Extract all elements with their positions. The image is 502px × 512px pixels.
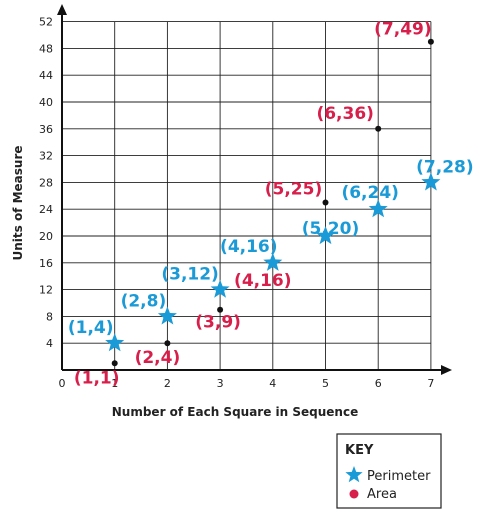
grid — [62, 21, 432, 370]
data-marks — [105, 38, 441, 367]
area-point — [111, 360, 118, 367]
x-tick-label: 2 — [164, 377, 171, 390]
perimeter-data-label: (5,20) — [302, 219, 359, 239]
area-point — [427, 38, 434, 45]
y-tick-label: 16 — [39, 257, 53, 270]
y-tick-label: 24 — [39, 203, 53, 216]
perimeter-data-label: (3,12) — [161, 265, 218, 285]
y-tick-label: 20 — [39, 230, 53, 243]
y-tick-label: 40 — [39, 96, 53, 109]
legend-star-icon — [345, 466, 363, 483]
x-tick-label: 3 — [217, 377, 224, 390]
x-axis-title: Number of Each Square in Sequence — [112, 405, 358, 419]
y-tick-label: 28 — [39, 176, 53, 189]
perimeter-data-label: (1,4) — [68, 318, 114, 338]
x-axis-arrow-icon — [441, 365, 452, 375]
area-data-label: (5,25) — [265, 180, 322, 200]
perimeter-star-icon — [105, 333, 125, 352]
y-tick-label: 36 — [39, 123, 53, 136]
legend-area-label: Area — [367, 487, 397, 502]
y-axis-arrow-icon — [57, 4, 67, 15]
area-point — [375, 125, 382, 132]
perimeter-data-label: (4,16) — [220, 237, 277, 257]
perimeter-data-label: (2,8) — [121, 291, 167, 311]
legend-title: KEY — [345, 443, 374, 458]
area-point — [322, 199, 329, 206]
perimeter-data-label: (7,28) — [416, 157, 473, 177]
area-data-label: (1,1) — [74, 368, 120, 388]
perimeter-star-icon — [157, 306, 177, 325]
perimeter-star-icon — [263, 252, 283, 271]
y-tick-label: 52 — [39, 16, 53, 29]
x-tick-label: 0 — [59, 377, 66, 390]
y-tick-label: 48 — [39, 42, 53, 55]
legend: KEY Perimeter Area — [336, 433, 442, 509]
y-tick-label: 8 — [46, 310, 53, 323]
x-tick-label: 7 — [427, 377, 434, 390]
x-tick-label: 4 — [269, 377, 276, 390]
area-data-label: (4,16) — [234, 271, 291, 291]
perimeter-star-icon — [210, 279, 230, 298]
area-data-label: (3,9) — [195, 313, 241, 333]
y-axis-title: Units of Measure — [11, 145, 25, 260]
area-data-label: (7,49) — [374, 20, 431, 40]
y-tick-label: 44 — [39, 69, 53, 82]
area-point — [217, 306, 224, 313]
legend-dot-icon — [349, 489, 359, 499]
perimeter-star-icon — [316, 226, 335, 245]
y-tick-label: 12 — [39, 284, 53, 297]
x-tick-label: 5 — [322, 377, 329, 390]
area-data-label: (2,4) — [135, 348, 181, 368]
area-data-label: (6,36) — [316, 104, 373, 124]
area-point — [164, 340, 171, 347]
perimeter-star-icon — [421, 172, 441, 191]
perimeter-data-label: (6,24) — [341, 183, 398, 203]
legend-perimeter-label: Perimeter — [367, 469, 431, 484]
data-labels: (1,4)(2,8)(3,12)(4,16)(5,20)(6,24)(7,28)… — [68, 20, 474, 389]
y-tick-label: 32 — [39, 150, 53, 163]
x-tick-label: 1 — [111, 377, 118, 390]
perimeter-star-icon — [368, 199, 388, 218]
y-tick-label: 4 — [46, 337, 53, 350]
axes — [57, 4, 452, 375]
x-tick-label: 6 — [375, 377, 382, 390]
